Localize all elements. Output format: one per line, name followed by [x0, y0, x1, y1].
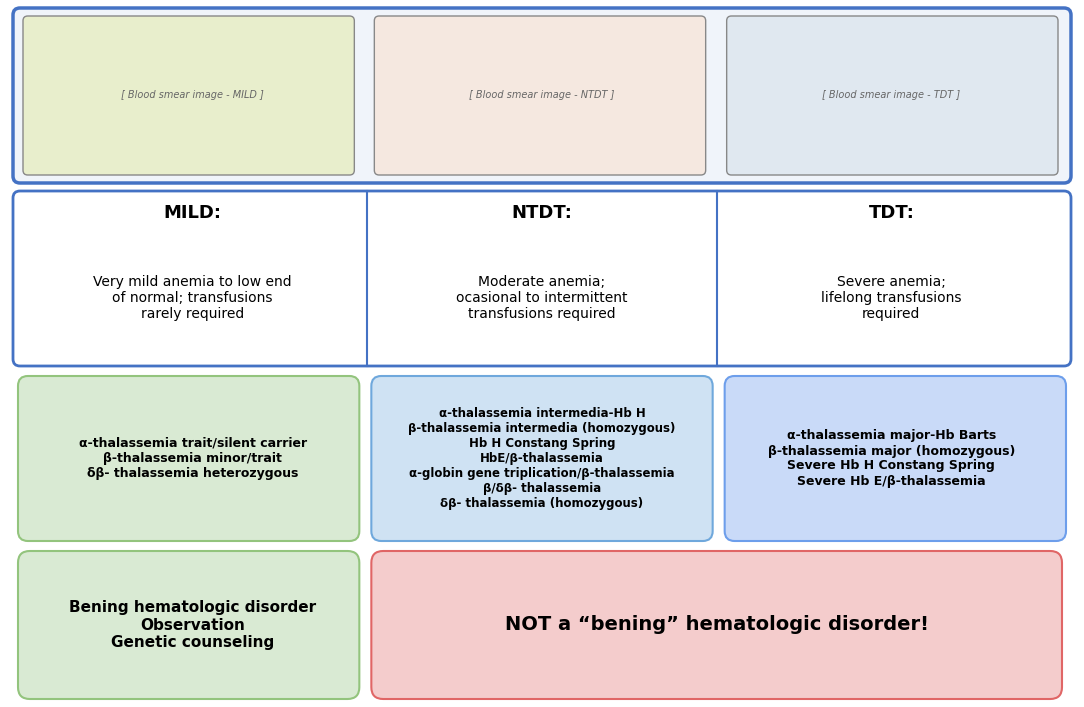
Text: α-thalassemia intermedia-Hb H
β-thalassemia intermedia (homozygous)
Hb H Constan: α-thalassemia intermedia-Hb H β-thalasse… — [409, 407, 675, 510]
Text: Moderate anemia;
ocasional to intermittent
transfusions required: Moderate anemia; ocasional to intermitte… — [456, 275, 628, 321]
FancyBboxPatch shape — [13, 8, 1071, 183]
Text: MILD:: MILD: — [164, 204, 221, 222]
Text: Severe anemia;
lifelong transfusions
required: Severe anemia; lifelong transfusions req… — [821, 275, 962, 321]
FancyBboxPatch shape — [13, 191, 1071, 366]
Text: α-thalassemia major-Hb Barts
β-thalassemia major (homozygous)
Severe Hb H Consta: α-thalassemia major-Hb Barts β-thalassem… — [767, 429, 1015, 488]
FancyBboxPatch shape — [23, 16, 354, 175]
Text: Bening hematologic disorder
Observation
Genetic counseling: Bening hematologic disorder Observation … — [69, 600, 317, 650]
FancyBboxPatch shape — [372, 551, 1062, 699]
FancyBboxPatch shape — [726, 16, 1058, 175]
Text: NOT a “bening” hematologic disorder!: NOT a “bening” hematologic disorder! — [505, 616, 929, 634]
Text: [ Blood smear image - NTDT ]: [ Blood smear image - NTDT ] — [469, 90, 615, 100]
FancyBboxPatch shape — [725, 376, 1066, 541]
Text: [ Blood smear image - TDT ]: [ Blood smear image - TDT ] — [823, 90, 960, 100]
Text: [ Blood smear image - MILD ]: [ Blood smear image - MILD ] — [121, 90, 264, 100]
Text: NTDT:: NTDT: — [512, 204, 572, 222]
Text: Very mild anemia to low end
of normal; transfusions
rarely required: Very mild anemia to low end of normal; t… — [93, 275, 292, 321]
FancyBboxPatch shape — [18, 376, 359, 541]
Text: α-thalassemia trait/silent carrier
β-thalassemia minor/trait
δβ- thalassemia het: α-thalassemia trait/silent carrier β-tha… — [79, 437, 307, 480]
Text: TDT:: TDT: — [868, 204, 914, 222]
FancyBboxPatch shape — [372, 376, 712, 541]
FancyBboxPatch shape — [374, 16, 706, 175]
FancyBboxPatch shape — [18, 551, 359, 699]
